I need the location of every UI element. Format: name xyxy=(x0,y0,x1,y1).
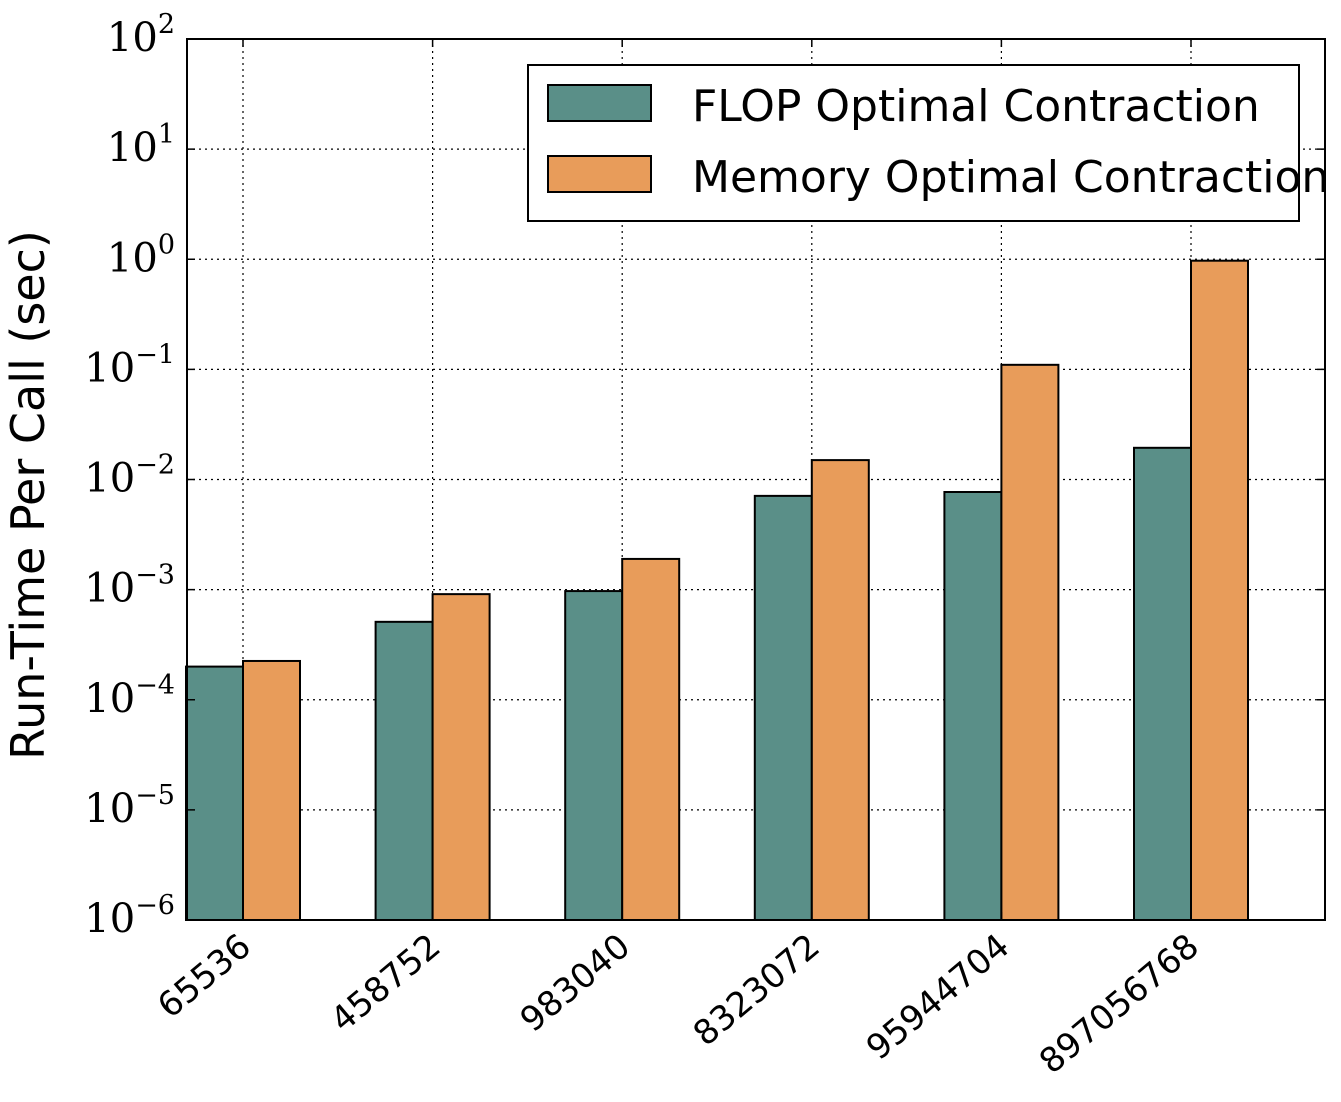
x-tick-label: 95944704 xyxy=(859,926,1017,1068)
x-tick-label: 897056768 xyxy=(1032,926,1207,1082)
bar-memory-8323072 xyxy=(810,459,870,921)
bar-memory-458752 xyxy=(431,593,491,921)
bar-flop-458752 xyxy=(374,620,434,922)
bars xyxy=(185,259,1249,922)
legend-swatch-flop xyxy=(547,84,652,122)
x-tick-label: 65536 xyxy=(150,926,259,1026)
bar-memory-95944704 xyxy=(1000,363,1060,921)
bar-flop-983040 xyxy=(564,590,624,922)
x-tick-label: 983040 xyxy=(513,926,638,1040)
x-tick-label: 8323072 xyxy=(686,926,828,1054)
legend: FLOP Optimal Contraction Memory Optimal … xyxy=(527,64,1329,222)
y-tick-label: 10−5 xyxy=(84,780,175,832)
bar-flop-65536 xyxy=(185,665,244,921)
bar-memory-897056768 xyxy=(1190,259,1249,921)
bar-flop-95944704 xyxy=(943,491,1003,921)
y-tick-label: 101 xyxy=(107,119,175,171)
bar-memory-983040 xyxy=(621,557,681,921)
legend-label-memory: Memory Optimal Contraction xyxy=(692,152,1329,203)
x-tick-label: 458752 xyxy=(323,926,448,1040)
y-tick-label: 10−4 xyxy=(84,670,175,722)
y-tick-label: 10−6 xyxy=(84,890,175,942)
bar-flop-897056768 xyxy=(1133,446,1192,921)
y-tick-label: 10−3 xyxy=(84,560,175,612)
bar-flop-8323072 xyxy=(753,494,813,921)
y-axis-label: Run-Time Per Call (sec) xyxy=(1,230,55,760)
bar-memory-65536 xyxy=(242,659,301,921)
y-tick-label: 10−2 xyxy=(84,450,175,502)
legend-label-flop: FLOP Optimal Contraction xyxy=(692,81,1260,132)
y-tick-label: 102 xyxy=(107,9,175,61)
y-axis-ticks: 10−6 10−5 10−4 10−3 10−2 10−1 100 101 102 xyxy=(84,9,1325,942)
legend-swatch-memory xyxy=(547,155,652,193)
y-tick-label: 100 xyxy=(107,229,175,281)
y-tick-label: 10−1 xyxy=(84,339,175,391)
